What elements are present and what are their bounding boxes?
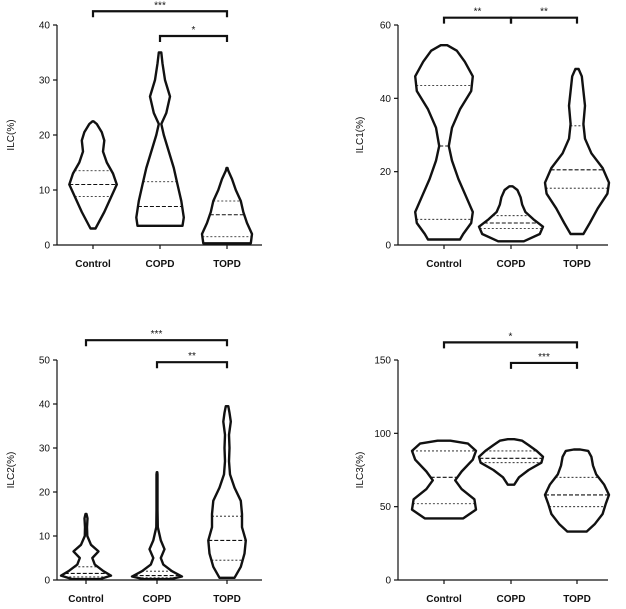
violin-control <box>59 512 113 581</box>
y-tick-label: 40 <box>380 94 392 105</box>
y-tick-label: 0 <box>44 241 50 252</box>
y-tick-label: 150 <box>374 356 391 367</box>
x-tick-label: COPD <box>497 259 526 270</box>
y-tick-label: 50 <box>39 356 51 367</box>
violin-control <box>414 44 474 241</box>
y-tick-label: 40 <box>39 400 51 411</box>
significance-bracket <box>509 361 579 369</box>
significance-label: ** <box>540 7 548 18</box>
significance-label: ** <box>188 351 196 362</box>
x-tick-label: Control <box>426 259 462 270</box>
significance-bracket <box>509 16 579 24</box>
y-tick-label: 40 <box>39 21 51 32</box>
violin-topd <box>543 67 611 236</box>
y-tick-label: 0 <box>385 576 391 587</box>
violin-topd <box>543 448 611 533</box>
y-tick-label: 20 <box>39 131 51 142</box>
y-axis-label: ILC2(%) <box>6 452 17 489</box>
y-tick-label: 0 <box>44 576 50 587</box>
significance-label: * <box>509 331 513 342</box>
significance-label: ** <box>474 7 482 18</box>
y-tick-label: 10 <box>39 186 51 197</box>
x-tick-label: Control <box>75 259 111 270</box>
x-tick-label: COPD <box>143 594 172 605</box>
y-tick-label: 0 <box>385 241 391 252</box>
violin-control <box>68 120 118 230</box>
y-tick-label: 100 <box>374 429 391 440</box>
significance-bracket <box>158 34 229 42</box>
y-tick-label: 10 <box>39 532 51 543</box>
x-tick-label: Control <box>426 594 462 605</box>
x-tick-label: COPD <box>146 259 175 270</box>
y-tick-label: 20 <box>380 167 392 178</box>
x-tick-label: Control <box>68 594 104 605</box>
y-tick-label: 50 <box>380 502 392 513</box>
y-tick-label: 20 <box>39 488 51 499</box>
violin-topd <box>200 166 254 245</box>
y-tick-label: 30 <box>39 444 51 455</box>
significance-label: *** <box>154 0 166 11</box>
violin-copd <box>130 471 184 581</box>
significance-bracket <box>155 361 229 369</box>
y-tick-label: 60 <box>380 21 392 32</box>
significance-bracket <box>91 10 229 18</box>
significance-label: * <box>192 25 196 36</box>
y-axis-label: ILC1(%) <box>355 117 366 154</box>
significance-bracket <box>442 16 513 24</box>
violin-copd <box>135 51 185 227</box>
x-tick-label: TOPD <box>563 594 591 605</box>
x-tick-label: COPD <box>497 594 526 605</box>
y-axis-label: ILC(%) <box>6 119 17 150</box>
x-tick-label: TOPD <box>213 594 241 605</box>
chart-panel-2: 0 20 40 60 ILC1(%) Control COPD TOPD ** ** <box>355 7 611 270</box>
violin-copd <box>477 185 545 243</box>
y-axis-label: ILC3(%) <box>355 452 366 489</box>
significance-label: *** <box>538 352 550 363</box>
violin-copd <box>477 438 545 486</box>
significance-bracket <box>442 341 579 349</box>
violin-control <box>410 439 478 520</box>
x-tick-label: TOPD <box>563 259 591 270</box>
significance-bracket <box>84 339 229 347</box>
x-tick-label: TOPD <box>213 259 241 270</box>
violin-topd <box>207 405 247 579</box>
significance-label: *** <box>151 329 163 340</box>
y-tick-label: 30 <box>39 76 51 87</box>
